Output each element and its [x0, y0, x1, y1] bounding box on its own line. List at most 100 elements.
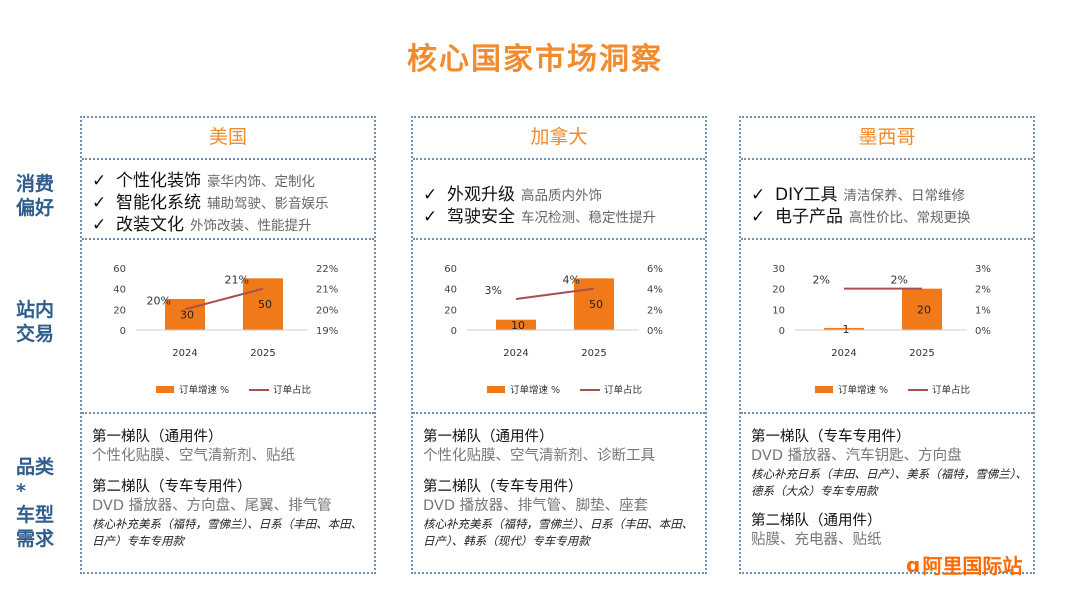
tier2-items: DVD 播放器、排气管、脚垫、座套 — [423, 498, 649, 514]
tier1-title: 第一梯队（通用件） — [92, 429, 223, 445]
y-left-tick-label: 40 — [113, 285, 126, 296]
bar-data-label: 20 — [917, 303, 931, 316]
y-left-tick-label: 0 — [120, 326, 126, 337]
bar-data-label: 50 — [589, 298, 603, 311]
country-column-canada: 加拿大 ✓ 外观升级 高品质内外饰 ✓ 驾驶安全 车况检测、稳定性提升 0 20 4… — [411, 116, 707, 574]
consumer-preferences: ✓ 个性化装饰 豪华内饰、定制化 ✓ 智能化系统 辅助驾驶、影音娱乐 ✓ 改装文… — [92, 166, 368, 235]
legend-label: 订单增速 % — [838, 384, 888, 396]
check-icon: ✓ — [423, 207, 438, 227]
legend-swatch-bar — [815, 386, 833, 393]
x-tick-label: 2025 — [909, 348, 934, 359]
tier1-items: 个性化贴膜、空气清新剂、诊断工具 — [423, 448, 655, 464]
bar-data-label: 10 — [511, 319, 525, 332]
preference-item: ✓ 个性化装饰 豪华内饰、定制化 — [92, 166, 368, 191]
tier1-items: DVD 播放器、汽车钥匙、方向盘 — [751, 448, 962, 464]
tier1-title: 第一梯队（通用件） — [423, 429, 554, 445]
legend-swatch-bar — [156, 386, 174, 393]
preference-item: ✓ 驾驶安全 车况检测、稳定性提升 — [423, 202, 699, 227]
preference-detail: 车况检测、稳定性提升 — [521, 210, 656, 226]
tier1-note: 核心补充日系（丰田、日产）、美系（福特，雪佛兰）、德系（大众）专车专用款 — [751, 467, 1027, 498]
y-left-tick-label: 20 — [113, 305, 126, 316]
line-data-label: 21% — [225, 274, 249, 287]
preference-detail: 高性价比、常规更换 — [849, 210, 971, 226]
y-right-tick-label: 1% — [975, 305, 991, 316]
y-right-tick-label: 0% — [975, 326, 991, 337]
trade-chart-mexico: 0 10 20 30 0% 1% 2% 3% 1 2024 20 2025 2% 2% 订单增速 % 订单占比 — [772, 264, 991, 396]
divider — [82, 158, 374, 160]
preference-detail: 外饰改装、性能提升 — [190, 218, 312, 234]
legend-label: 订单增速 % — [510, 384, 560, 396]
divider — [413, 238, 705, 240]
divider — [741, 238, 1033, 240]
tier2-note: 核心补充美系（福特，雪佛兰）、日系（丰田、本田、日产）专车专用款 — [92, 517, 363, 548]
y-left-tick-label: 60 — [113, 264, 126, 275]
y-right-tick-label: 0% — [647, 326, 663, 337]
y-left-tick-label: 0 — [779, 326, 785, 337]
preference-main: 外观升级 — [447, 185, 515, 205]
trade-chart-usa: 0 20 40 60 19% 20% 21% 22% 30 2024 50 2025 20% 21% 订单增… — [113, 264, 338, 396]
country-header: 加拿大 — [530, 126, 588, 148]
divider — [82, 238, 374, 240]
legend-label: 订单占比 — [932, 384, 970, 396]
bar-data-label: 1 — [843, 323, 850, 336]
row-label-line: 品类* — [16, 456, 55, 502]
preference-detail: 高品质内外饰 — [521, 188, 602, 204]
preference-detail: 辅助驾驶、影音娱乐 — [207, 196, 329, 212]
y-left-tick-label: 20 — [772, 285, 785, 296]
preference-main: 驾驶安全 — [447, 207, 515, 227]
line-data-label: 3% — [485, 284, 502, 297]
consumer-preferences: ✓ DIY工具 清洁保养、日常维修 ✓ 电子产品 高性价比、常规更换 — [751, 180, 1027, 227]
y-left-tick-label: 20 — [444, 305, 457, 316]
line-data-label: 20% — [147, 294, 171, 307]
x-tick-label: 2025 — [581, 348, 606, 359]
row-label-line: 车型 — [16, 504, 55, 526]
preference-item: ✓ 改装文化 外饰改装、性能提升 — [92, 210, 368, 235]
divider — [741, 412, 1033, 414]
row-label-line: 需求 — [16, 528, 55, 550]
row-label-consumer: 消费 偏好 — [16, 172, 62, 220]
legend-label: 订单占比 — [273, 384, 311, 396]
y-right-tick-label: 22% — [316, 264, 338, 275]
tier2-title: 第二梯队（专车专用件） — [92, 479, 252, 495]
preference-detail: 清洁保养、日常维修 — [843, 188, 966, 204]
bar — [243, 278, 283, 330]
legend-swatch-bar — [487, 386, 505, 393]
preference-main: 智能化系统 — [116, 193, 201, 213]
line-data-label: 4% — [563, 274, 580, 287]
alibaba-logo-icon: ɑ — [906, 552, 921, 577]
tier2-items: 贴膜、充电器、贴纸 — [751, 532, 882, 548]
y-right-tick-label: 2% — [975, 285, 991, 296]
divider — [413, 412, 705, 414]
check-icon: ✓ — [92, 193, 107, 213]
bar — [496, 319, 536, 330]
x-tick-label: 2024 — [172, 348, 197, 359]
line-series — [184, 287, 264, 311]
y-right-tick-label: 21% — [316, 285, 338, 296]
country-header: 墨西哥 — [858, 126, 916, 148]
preference-detail: 豪华内饰、定制化 — [207, 174, 315, 190]
row-label-line: 偏好 — [16, 197, 55, 219]
y-right-tick-label: 3% — [975, 264, 991, 275]
preference-item: ✓ 电子产品 高性价比、常规更换 — [751, 202, 1027, 227]
y-right-tick-label: 6% — [647, 264, 663, 275]
legend-label: 订单占比 — [604, 384, 642, 396]
bar — [824, 327, 864, 330]
bar-data-label: 30 — [180, 309, 194, 322]
row-label-line: 交易 — [16, 323, 55, 345]
line-series — [515, 287, 595, 300]
preference-main: 个性化装饰 — [116, 171, 201, 191]
y-right-tick-label: 4% — [647, 285, 663, 296]
bar — [165, 299, 205, 330]
country-column-mexico: 墨西哥 ✓ DIY工具 清洁保养、日常维修 ✓ 电子产品 高性价比、常规更换 0… — [739, 116, 1035, 574]
preference-item: ✓ 智能化系统 辅助驾驶、影音娱乐 — [92, 188, 368, 213]
x-tick-label: 2025 — [250, 348, 275, 359]
page-title: 核心国家市场洞察 — [407, 42, 663, 77]
row-label-trade: 站内 交易 — [16, 298, 62, 346]
check-icon: ✓ — [92, 171, 107, 191]
check-icon: ✓ — [751, 207, 766, 227]
row-label-category: 品类* 车型 需求 — [16, 455, 62, 551]
bar — [902, 288, 942, 330]
tier2-items: DVD 播放器、方向盘、尾翼、排气管 — [92, 498, 332, 514]
category-demand: 第一梯队（通用件） 个性化贴膜、空气清新剂、贴纸 第二梯队（专车专用件） DVD… — [92, 428, 368, 550]
row-label-line: 消费 — [16, 173, 55, 195]
